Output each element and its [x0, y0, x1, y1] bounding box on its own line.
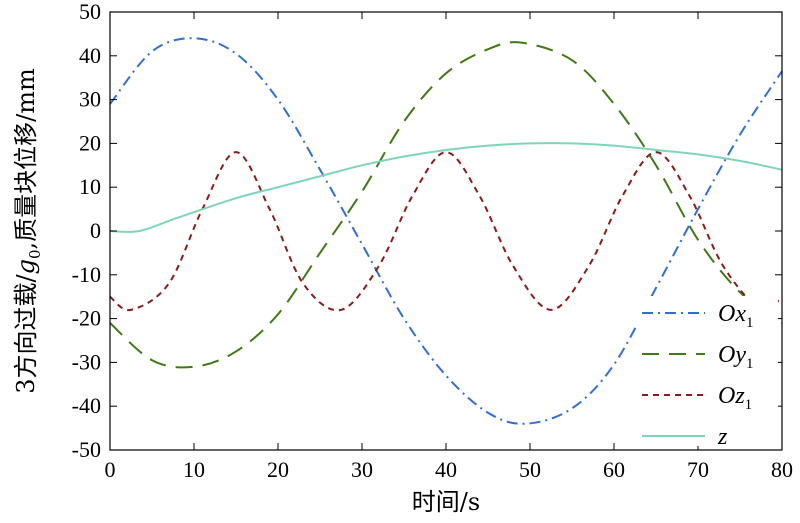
legend-label: Ox1	[718, 301, 753, 331]
legend: Ox1 Oy1 Oz1 z	[636, 296, 778, 450]
legend-label: Oz1	[718, 383, 752, 413]
y-axis-title-part-1: 3方向过载/	[12, 273, 40, 393]
y-tick-label: -10	[72, 262, 101, 287]
y-tick-label: 50	[79, 0, 101, 24]
series-line-oz1	[109, 151, 783, 312]
legend-label: z	[717, 424, 728, 450]
y-tick-label: 30	[79, 87, 101, 112]
y-tick-label: -40	[72, 393, 101, 418]
y-tick-label: -20	[72, 306, 101, 331]
series-line-ox1	[109, 37, 783, 425]
legend-background	[636, 296, 778, 446]
y-tick-label: 10	[79, 174, 101, 199]
x-tick-label: 30	[351, 457, 373, 482]
y-tick-label: 0	[90, 218, 101, 243]
y-axis-title: 3方向过载/g0,质量块位移/mm	[12, 68, 44, 394]
x-tick-label: 70	[687, 457, 709, 482]
x-tick-label: 50	[519, 457, 541, 482]
x-tick-label: 10	[183, 457, 205, 482]
y-tick-label: 20	[79, 130, 101, 155]
x-tick-label: 20	[267, 457, 289, 482]
y-axis: -50 -40 -30 -20 -10 0 10 20 30 40 50	[72, 0, 782, 462]
x-tick-label: 60	[603, 457, 625, 482]
x-axis: 0 10 20 30 40 50 60 70 80	[105, 12, 793, 482]
x-axis-title: 时间/s	[412, 488, 480, 516]
x-tick-label: 40	[435, 457, 457, 482]
y-axis-title-subscript: 0	[26, 249, 44, 259]
x-tick-label: 0	[105, 457, 116, 482]
y-axis-title-part-2: g	[12, 259, 40, 274]
y-tick-label: -30	[72, 349, 101, 374]
x-tick-label: 80	[771, 457, 793, 482]
legend-label: Oy1	[718, 342, 753, 372]
y-tick-label: 40	[79, 43, 101, 68]
y-tick-label: -50	[72, 437, 101, 462]
y-axis-title-part-3: ,质量块位移/mm	[12, 68, 40, 249]
series-line-oy1	[109, 41, 783, 369]
series-layer	[109, 37, 783, 425]
series-line-z	[109, 142, 783, 233]
